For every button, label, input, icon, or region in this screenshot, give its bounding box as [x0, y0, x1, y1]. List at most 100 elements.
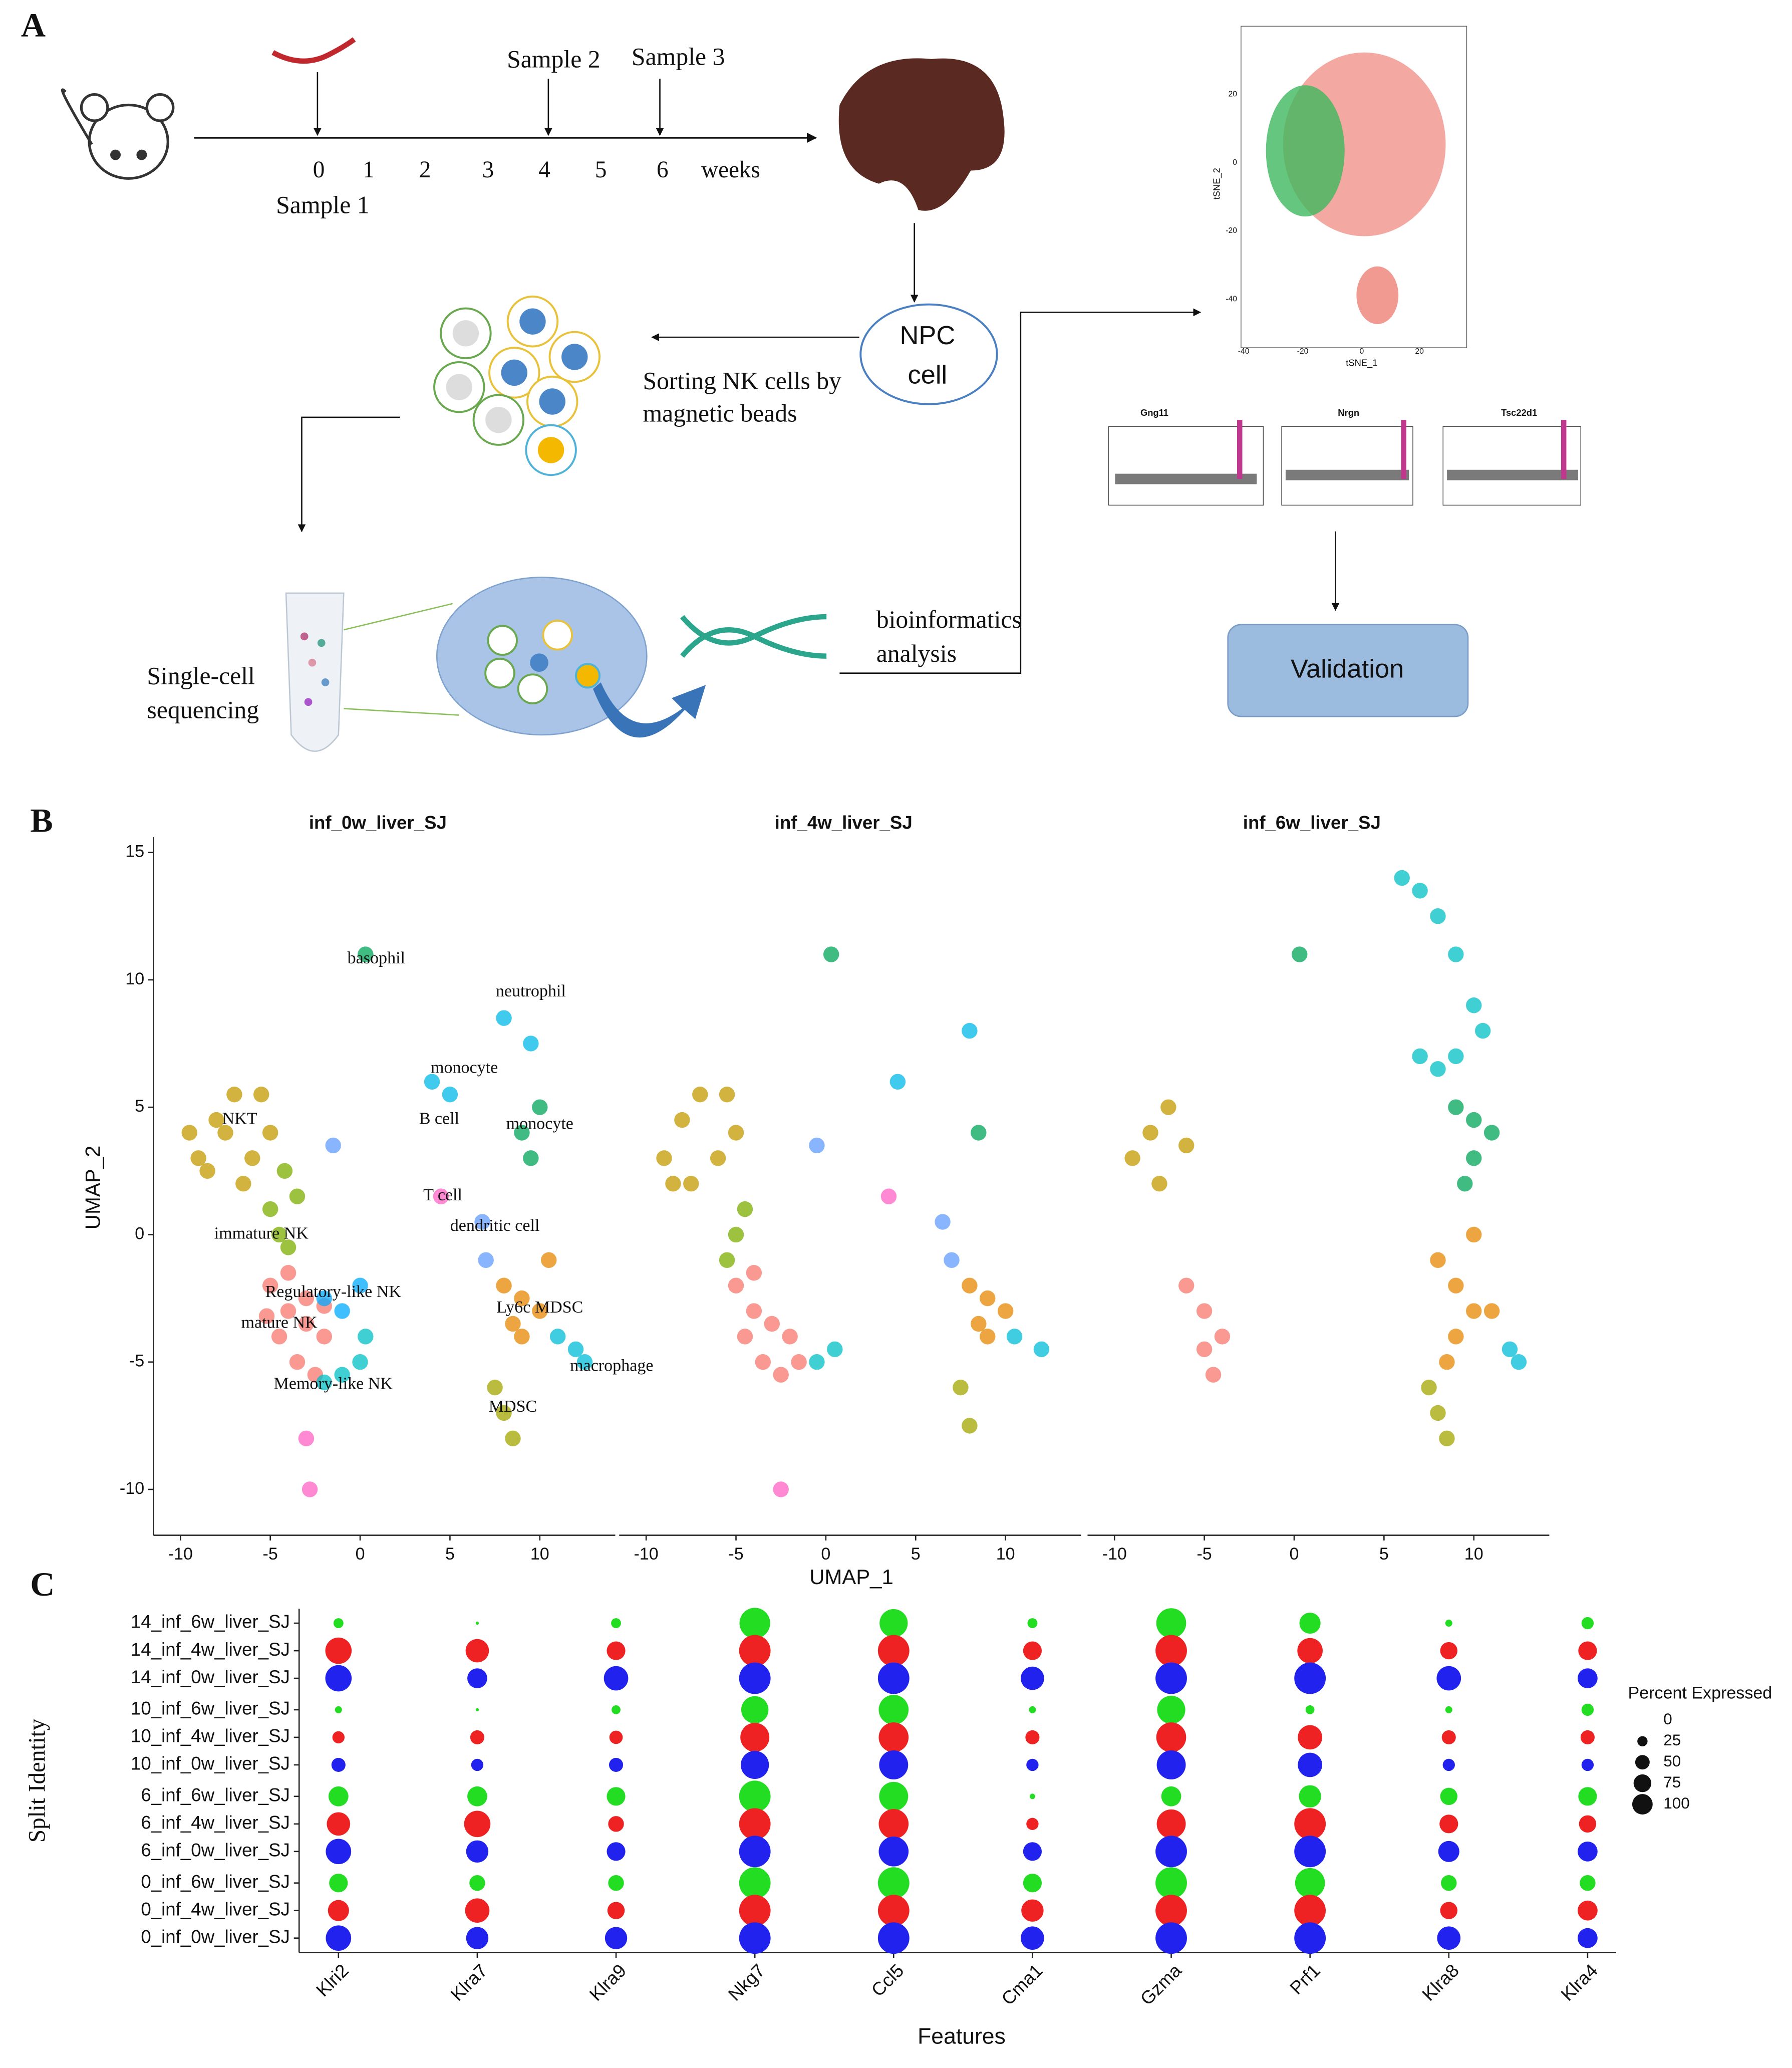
- panel-label: C: [30, 1565, 55, 1603]
- cell-point: [1466, 1303, 1482, 1319]
- dot: [1578, 1787, 1597, 1806]
- cell-point: [773, 1367, 789, 1383]
- dot: [325, 1637, 352, 1664]
- cell-point: [962, 1022, 978, 1039]
- legend-dot: [1632, 1794, 1653, 1815]
- cell-point: [1178, 1137, 1194, 1154]
- dot: [1029, 1706, 1036, 1713]
- cell-point: [1196, 1303, 1213, 1319]
- cell-point: [298, 1316, 315, 1332]
- cell-point: [1439, 1354, 1455, 1370]
- dot: [1023, 1842, 1042, 1861]
- cell-point: [334, 1303, 350, 1319]
- dot: [1021, 1899, 1044, 1922]
- dot: [1580, 1730, 1595, 1744]
- timeline-ticks: 0 1 2 3 4 5 6: [313, 157, 669, 183]
- dot: [467, 1786, 487, 1806]
- dot: [331, 1757, 346, 1772]
- dot: [740, 1722, 770, 1752]
- panel-label: B: [30, 802, 53, 840]
- cluster-label: T cell: [423, 1186, 462, 1204]
- dot: [607, 1842, 626, 1861]
- dot: [879, 1750, 909, 1779]
- dot: [879, 1609, 908, 1638]
- dot: [325, 1665, 352, 1692]
- analysis-label: analysis: [876, 640, 957, 667]
- timeline-tick: 3: [482, 157, 494, 183]
- cluster-label: neutrophil: [496, 982, 566, 1000]
- dot: [1156, 1608, 1186, 1638]
- dot: [739, 1608, 770, 1639]
- cell-point: [980, 1329, 996, 1345]
- cluster-label: B cell: [419, 1109, 459, 1128]
- legend-label: 0: [1663, 1710, 1672, 1728]
- cell-point: [683, 1176, 699, 1192]
- tsne-xlabel: tSNE_1: [1346, 357, 1377, 368]
- cell-point: [737, 1201, 753, 1217]
- dot: [1155, 1635, 1187, 1667]
- dot: [1578, 1668, 1598, 1688]
- cell-point: [1205, 1367, 1222, 1383]
- tsne-tick: -40: [1238, 347, 1250, 356]
- cell-point: [532, 1303, 548, 1319]
- cell-point: [1430, 908, 1446, 924]
- sorting-label: Sorting NK cells by: [643, 367, 841, 394]
- dot: [1297, 1638, 1323, 1664]
- dot: [1441, 1730, 1456, 1744]
- dot: [879, 1781, 909, 1811]
- cell-point: [1412, 883, 1428, 899]
- dot: [1441, 1875, 1457, 1891]
- x-tick-label: Ccl5: [867, 1960, 908, 2000]
- dot: [465, 1898, 490, 1923]
- dot: [877, 1922, 910, 1954]
- cell-point: [1142, 1125, 1158, 1141]
- dot: [877, 1662, 910, 1694]
- dot: [470, 1730, 484, 1744]
- cell-point: [280, 1239, 296, 1255]
- tsne-tick: -20: [1297, 347, 1309, 356]
- y-tick-label: 0_inf_6w_liver_SJ: [141, 1871, 290, 1892]
- cell-point: [1448, 1099, 1464, 1115]
- dot: [332, 1731, 345, 1744]
- dot: [1026, 1758, 1039, 1771]
- legend-label: 75: [1663, 1773, 1681, 1791]
- x-tick-label: 0: [821, 1544, 830, 1564]
- analysis-label: bioinformatics: [876, 606, 1022, 633]
- cell-point: [1466, 1226, 1482, 1243]
- worm-icon: [271, 37, 356, 64]
- cluster-label: monocyte: [506, 1115, 573, 1133]
- cell-point: [433, 1188, 449, 1204]
- tsne-tick: 20: [1229, 90, 1238, 99]
- cell-point: [1006, 1329, 1023, 1345]
- dot: [1440, 1787, 1457, 1805]
- connector: [343, 603, 453, 631]
- y-tick-label: 0: [135, 1224, 144, 1243]
- dot: [612, 1705, 621, 1714]
- npc-label: NPC: [900, 321, 956, 350]
- dot: [609, 1730, 623, 1744]
- dot: [608, 1816, 624, 1832]
- cell-point: [424, 1074, 440, 1090]
- panel-a: A Sample 1 Sample 2 Sample 3 0 1 2 3 4 5 6 wee…: [21, 6, 1582, 752]
- cell-point: [1160, 1099, 1176, 1115]
- dot: [878, 1808, 909, 1839]
- dot: [471, 1758, 484, 1771]
- dot: [608, 1875, 624, 1891]
- tsne-tick: 0: [1233, 158, 1237, 167]
- dot: [1579, 1815, 1597, 1833]
- y-tick-label: 10_inf_0w_liver_SJ: [131, 1753, 290, 1774]
- dot: [1156, 1809, 1186, 1839]
- cell-point: [1430, 1252, 1446, 1268]
- cell-point: [782, 1329, 798, 1345]
- violin-thumbnails: Gng11 Nrgn Tsc22d1: [1108, 407, 1582, 506]
- dot: [1155, 1662, 1187, 1694]
- y-tick-label: 14_inf_4w_liver_SJ: [131, 1639, 290, 1660]
- x-tick-label: Klra4: [1557, 1960, 1602, 2005]
- dot: [741, 1750, 769, 1779]
- violin-title: Gng11: [1140, 407, 1168, 418]
- x-tick-label: Cma1: [997, 1960, 1046, 2009]
- dot: [328, 1900, 349, 1921]
- y-tick-label: 14_inf_0w_liver_SJ: [131, 1667, 290, 1687]
- x-axis-title: UMAP_1: [809, 1565, 893, 1589]
